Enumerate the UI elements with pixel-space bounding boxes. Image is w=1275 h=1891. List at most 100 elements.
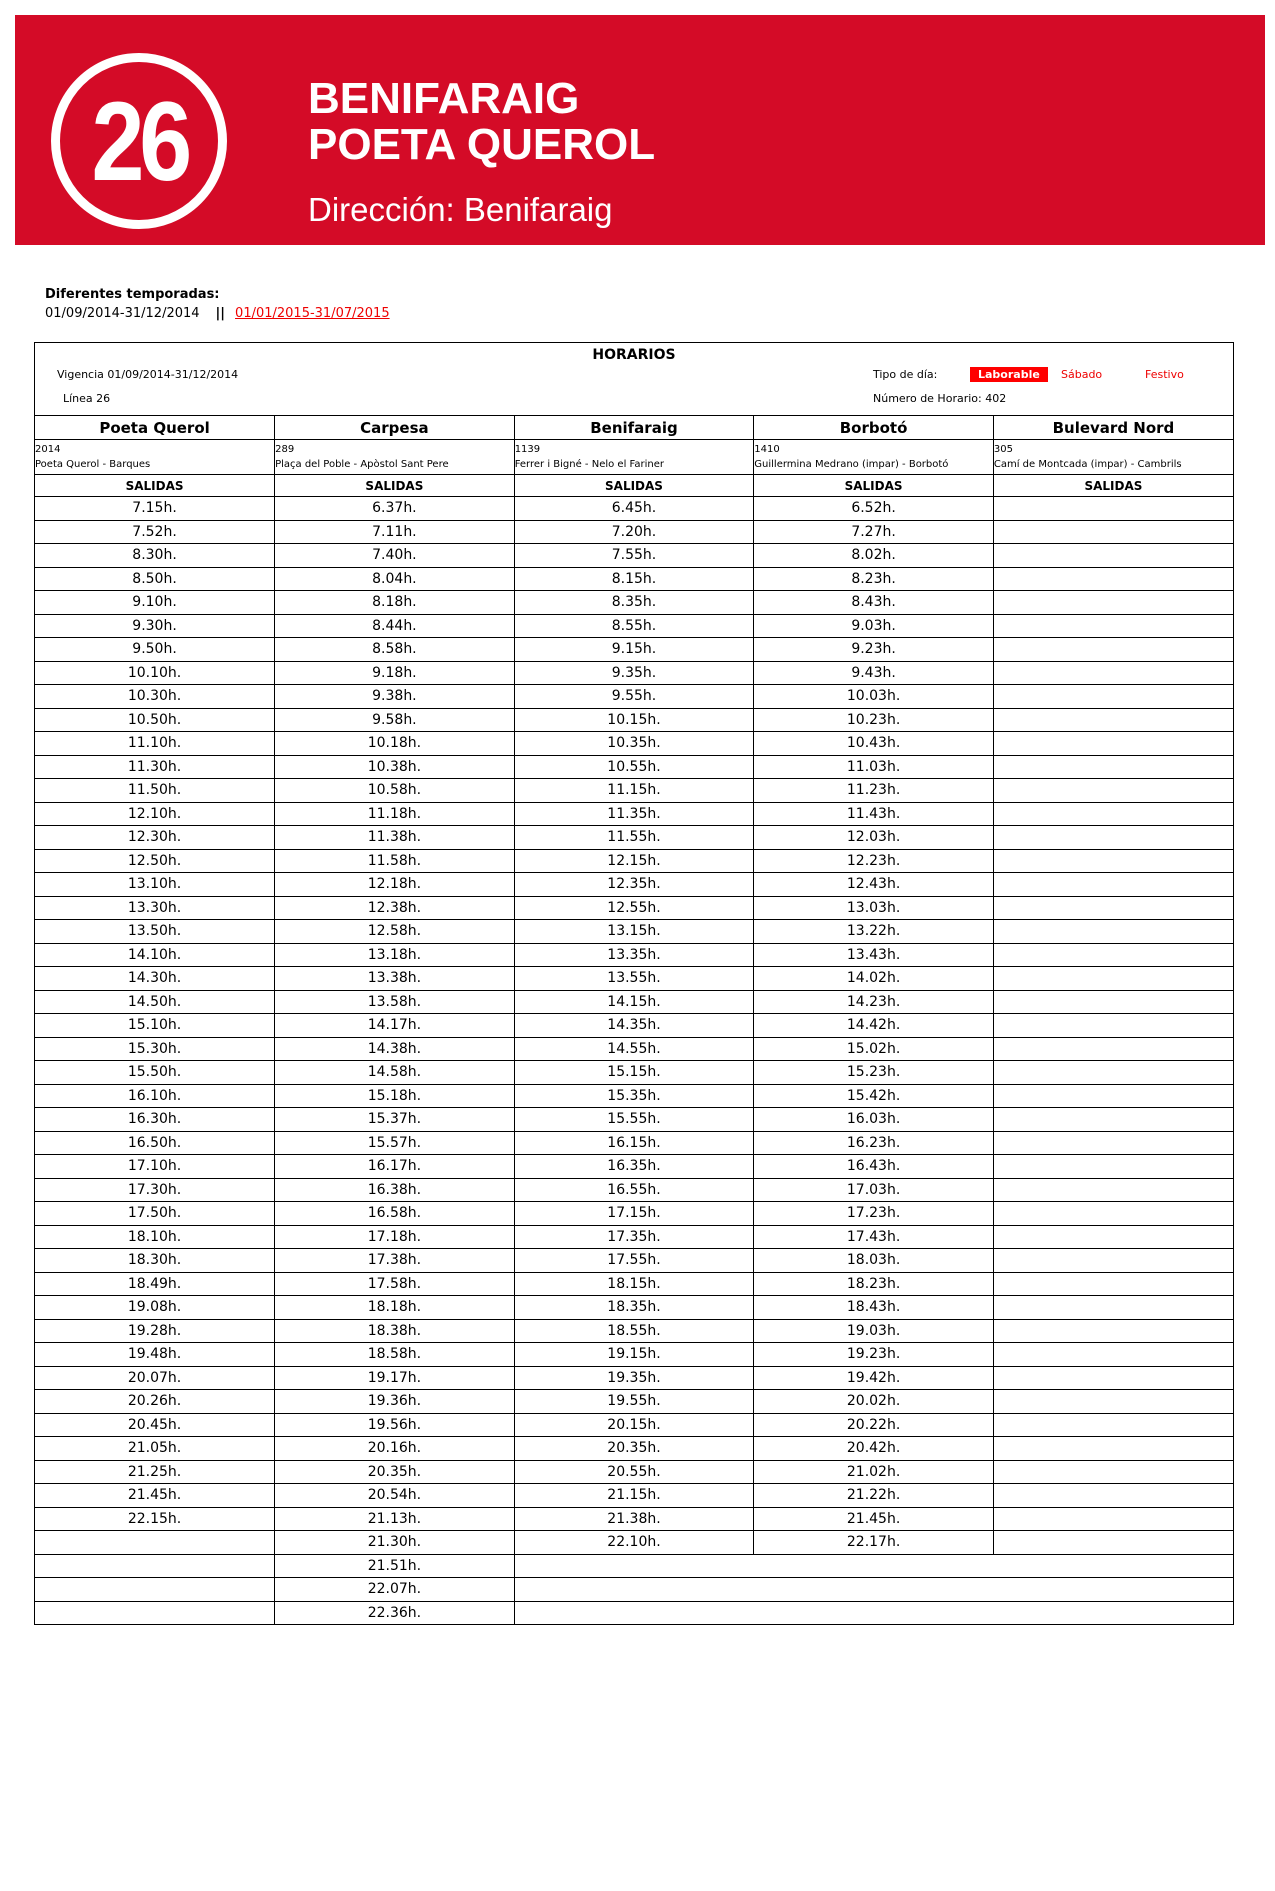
time-cell bbox=[992, 613, 1233, 638]
time-cell: 13.50h. bbox=[35, 919, 276, 944]
time-cell: 15.10h. bbox=[35, 1013, 276, 1038]
time-cell: 20.42h. bbox=[753, 1436, 994, 1461]
timetable: Poeta Querol Carpesa Benifaraig Borbotó Bule… bbox=[35, 416, 1233, 1624]
other-season-link[interactable]: 01/01/2015-31/07/2015 bbox=[235, 306, 390, 321]
time-cell: 11.43h. bbox=[753, 801, 994, 826]
time-cell: 16.35h. bbox=[513, 1154, 755, 1179]
time-cell bbox=[992, 1530, 1233, 1555]
time-cell: 16.03h. bbox=[753, 1107, 994, 1132]
time-cell: 7.20h. bbox=[513, 519, 755, 544]
day-type-laborable[interactable]: Laborable bbox=[970, 367, 1048, 382]
table-row: 14.10h. 13.18h. 13.35h. 13.43h. bbox=[35, 942, 1233, 967]
time-cell: 15.42h. bbox=[753, 1083, 994, 1108]
time-cell: 17.18h. bbox=[274, 1224, 515, 1249]
time-cell: 10.58h. bbox=[274, 778, 515, 803]
time-cell: 7.52h. bbox=[35, 519, 276, 544]
time-cell: 19.42h. bbox=[753, 1365, 994, 1390]
time-cell: 14.15h. bbox=[513, 989, 755, 1014]
time-cell: 17.43h. bbox=[753, 1224, 994, 1249]
stop-code: 2014 bbox=[35, 444, 61, 455]
time-cell: 16.38h. bbox=[274, 1177, 515, 1202]
time-cell: 19.15h. bbox=[513, 1342, 755, 1367]
time-cell: 8.35h. bbox=[513, 590, 755, 615]
day-type-festivo[interactable]: Festivo bbox=[1145, 368, 1184, 381]
time-cell: 21.30h. bbox=[274, 1530, 515, 1555]
time-cell bbox=[992, 1459, 1233, 1484]
time-cell: 7.15h. bbox=[35, 496, 276, 521]
time-cell bbox=[992, 496, 1233, 521]
time-cell bbox=[992, 872, 1233, 897]
day-type-sabado[interactable]: Sábado bbox=[1061, 368, 1103, 381]
stop-code: 1410 bbox=[754, 444, 780, 455]
route-title-line1: BENIFARAIG bbox=[308, 74, 580, 123]
time-cell: 17.58h. bbox=[274, 1271, 515, 1296]
time-cell bbox=[992, 1177, 1233, 1202]
time-cell bbox=[992, 1201, 1233, 1226]
time-cell bbox=[992, 801, 1233, 826]
time-cell: 9.50h. bbox=[35, 637, 276, 662]
time-cell: 9.55h. bbox=[513, 684, 755, 709]
table-row: 11.10h. 10.18h. 10.35h. 10.43h. bbox=[35, 731, 1233, 756]
time-cell bbox=[992, 1060, 1233, 1085]
table-row: 22.07h. bbox=[35, 1577, 1233, 1602]
time-cell: 11.38h. bbox=[274, 825, 515, 850]
time-cell: 10.15h. bbox=[513, 707, 755, 732]
table-row: 18.10h. 17.18h. 17.35h. 17.43h. bbox=[35, 1224, 1233, 1249]
salidas-label: SALIDAS bbox=[274, 474, 515, 497]
time-cell: 13.30h. bbox=[35, 895, 276, 920]
stop-name: Camí de Montcada (impar) - Cambrils bbox=[993, 459, 1182, 470]
time-cell: 8.50h. bbox=[35, 566, 276, 591]
time-cell bbox=[992, 1224, 1233, 1249]
time-cell: 10.18h. bbox=[274, 731, 515, 756]
time-cell: 17.55h. bbox=[513, 1248, 755, 1273]
time-cell: 12.18h. bbox=[274, 872, 515, 897]
time-cell: 8.30h. bbox=[35, 543, 276, 568]
time-cell bbox=[992, 543, 1233, 568]
table-row: 10.50h. 9.58h. 10.15h. 10.23h. bbox=[35, 707, 1233, 732]
time-cell bbox=[992, 1083, 1233, 1108]
time-cell bbox=[35, 1530, 276, 1555]
time-cell: 10.35h. bbox=[513, 731, 755, 756]
time-cell: 11.03h. bbox=[753, 754, 994, 779]
time-cell: 14.38h. bbox=[274, 1036, 515, 1061]
time-cell: 12.38h. bbox=[274, 895, 515, 920]
time-cell: 14.50h. bbox=[35, 989, 276, 1014]
stop-info: 305 Camí de Montcada (impar) - Cambrils bbox=[992, 439, 1233, 475]
time-cell bbox=[992, 1107, 1233, 1132]
time-cell bbox=[35, 1600, 276, 1624]
time-cell: 12.55h. bbox=[513, 895, 755, 920]
time-cell: 10.38h. bbox=[274, 754, 515, 779]
time-cell: 12.15h. bbox=[513, 848, 755, 873]
table-row: 18.30h. 17.38h. 17.55h. 18.03h. bbox=[35, 1248, 1233, 1273]
time-cell: 8.44h. bbox=[274, 613, 515, 638]
time-cell: 20.22h. bbox=[753, 1412, 994, 1437]
table-row: 14.50h. 13.58h. 14.15h. 14.23h. bbox=[35, 989, 1233, 1014]
table-row: 12.50h. 11.58h. 12.15h. 12.23h. bbox=[35, 848, 1233, 873]
time-cell bbox=[992, 660, 1233, 685]
stop-info: 289 Plaça del Poble - Apòstol Sant Pere bbox=[274, 439, 515, 475]
time-cell: 20.16h. bbox=[274, 1436, 515, 1461]
table-row: 12.30h. 11.38h. 11.55h. 12.03h. bbox=[35, 825, 1233, 850]
time-cell: 16.17h. bbox=[274, 1154, 515, 1179]
time-cell: 16.55h. bbox=[513, 1177, 755, 1202]
time-cell: 12.30h. bbox=[35, 825, 276, 850]
time-cell: 18.35h. bbox=[513, 1295, 755, 1320]
time-cell: 16.30h. bbox=[35, 1107, 276, 1132]
time-cell bbox=[992, 1412, 1233, 1437]
time-cell: 17.15h. bbox=[513, 1201, 755, 1226]
table-row: 11.30h. 10.38h. 10.55h. 11.03h. bbox=[35, 754, 1233, 779]
route-direction: Dirección: Benifaraig bbox=[308, 191, 613, 228]
time-cell: 21.02h. bbox=[753, 1459, 994, 1484]
stop-name: Guillermina Medrano (impar) - Borbotó bbox=[754, 459, 949, 470]
time-cell: 15.55h. bbox=[513, 1107, 755, 1132]
time-cell bbox=[992, 519, 1233, 544]
column-header: Bulevard Nord bbox=[992, 416, 1233, 440]
empty-cell bbox=[513, 1600, 1233, 1624]
table-row: 22.15h. 21.13h. 21.38h. 21.45h. bbox=[35, 1506, 1233, 1531]
time-cell: 16.50h. bbox=[35, 1130, 276, 1155]
time-cell: 14.42h. bbox=[753, 1013, 994, 1038]
time-cell bbox=[992, 754, 1233, 779]
time-cell: 13.55h. bbox=[513, 966, 755, 991]
stop-name: Plaça del Poble - Apòstol Sant Pere bbox=[275, 459, 449, 470]
table-row: 20.45h. 19.56h. 20.15h. 20.22h. bbox=[35, 1412, 1233, 1437]
